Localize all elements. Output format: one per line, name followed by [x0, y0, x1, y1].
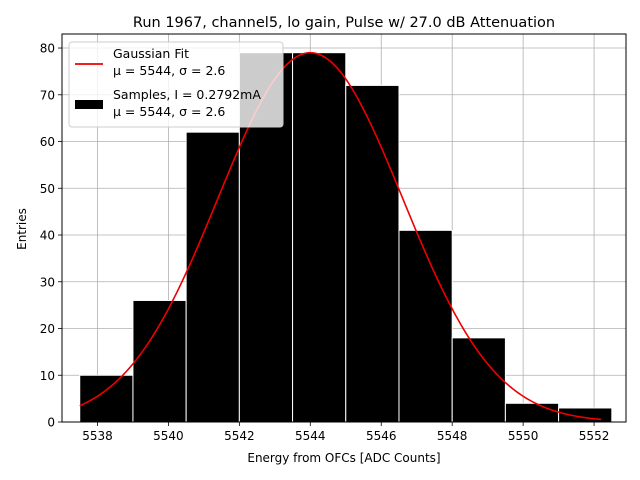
- histogram-bar: [185, 131, 240, 423]
- legend-label-samples: Samples, I = 0.2792mA: [113, 87, 261, 102]
- x-axis-ticks: 5538 5540 5542 5544 5546 5548 5550 5552: [82, 422, 609, 443]
- y-tick-label: 50: [40, 182, 55, 196]
- legend-swatch-samples: [75, 100, 103, 109]
- legend-label-samples-params: μ = 5544, σ = 2.6: [113, 104, 225, 119]
- histogram-bars: [79, 52, 613, 423]
- y-tick-label: 80: [40, 42, 55, 56]
- histogram-bar: [292, 52, 347, 423]
- legend: Gaussian Fit μ = 5544, σ = 2.6 Samples, …: [68, 41, 284, 128]
- x-tick-label: 5546: [366, 429, 397, 443]
- x-tick-label: 5544: [295, 429, 326, 443]
- y-tick-label: 40: [40, 229, 55, 243]
- histogram-bar: [79, 374, 134, 423]
- x-tick-label: 5550: [508, 429, 539, 443]
- plot-frame: [61, 33, 627, 423]
- legend-label-fit: Gaussian Fit: [113, 46, 189, 61]
- y-tick-label: 10: [40, 369, 55, 383]
- y-tick-label: 60: [40, 135, 55, 149]
- x-tick-label: 5548: [437, 429, 468, 443]
- x-tick-label: 5538: [82, 429, 113, 443]
- x-tick-label: 5552: [579, 429, 610, 443]
- x-axis-label: Energy from OFCs [ADC Counts]: [247, 451, 440, 465]
- y-tick-label: 30: [40, 275, 55, 289]
- histogram-bar: [132, 299, 187, 423]
- histogram-bar: [451, 337, 506, 423]
- gaussian-fit: [79, 51, 602, 421]
- y-axis-label: Entries: [15, 208, 29, 250]
- x-tick-label: 5542: [224, 429, 255, 443]
- legend-box: [68, 41, 284, 128]
- y-axis-ticks: 0 10 20 30 40 50 60 70 80: [40, 42, 62, 430]
- histogram-bar: [504, 402, 560, 423]
- y-tick-label: 0: [47, 416, 55, 430]
- legend-label-fit-params: μ = 5544, σ = 2.6: [113, 63, 225, 78]
- fit-curve: [79, 51, 602, 421]
- chart-title: Run 1967, channel5, lo gain, Pulse w/ 27…: [133, 15, 555, 31]
- x-tick-label: 5540: [153, 429, 184, 443]
- histogram-bar: [398, 229, 453, 423]
- y-tick-label: 20: [40, 322, 55, 336]
- histogram-bar: [345, 84, 400, 423]
- y-tick-label: 70: [40, 88, 55, 102]
